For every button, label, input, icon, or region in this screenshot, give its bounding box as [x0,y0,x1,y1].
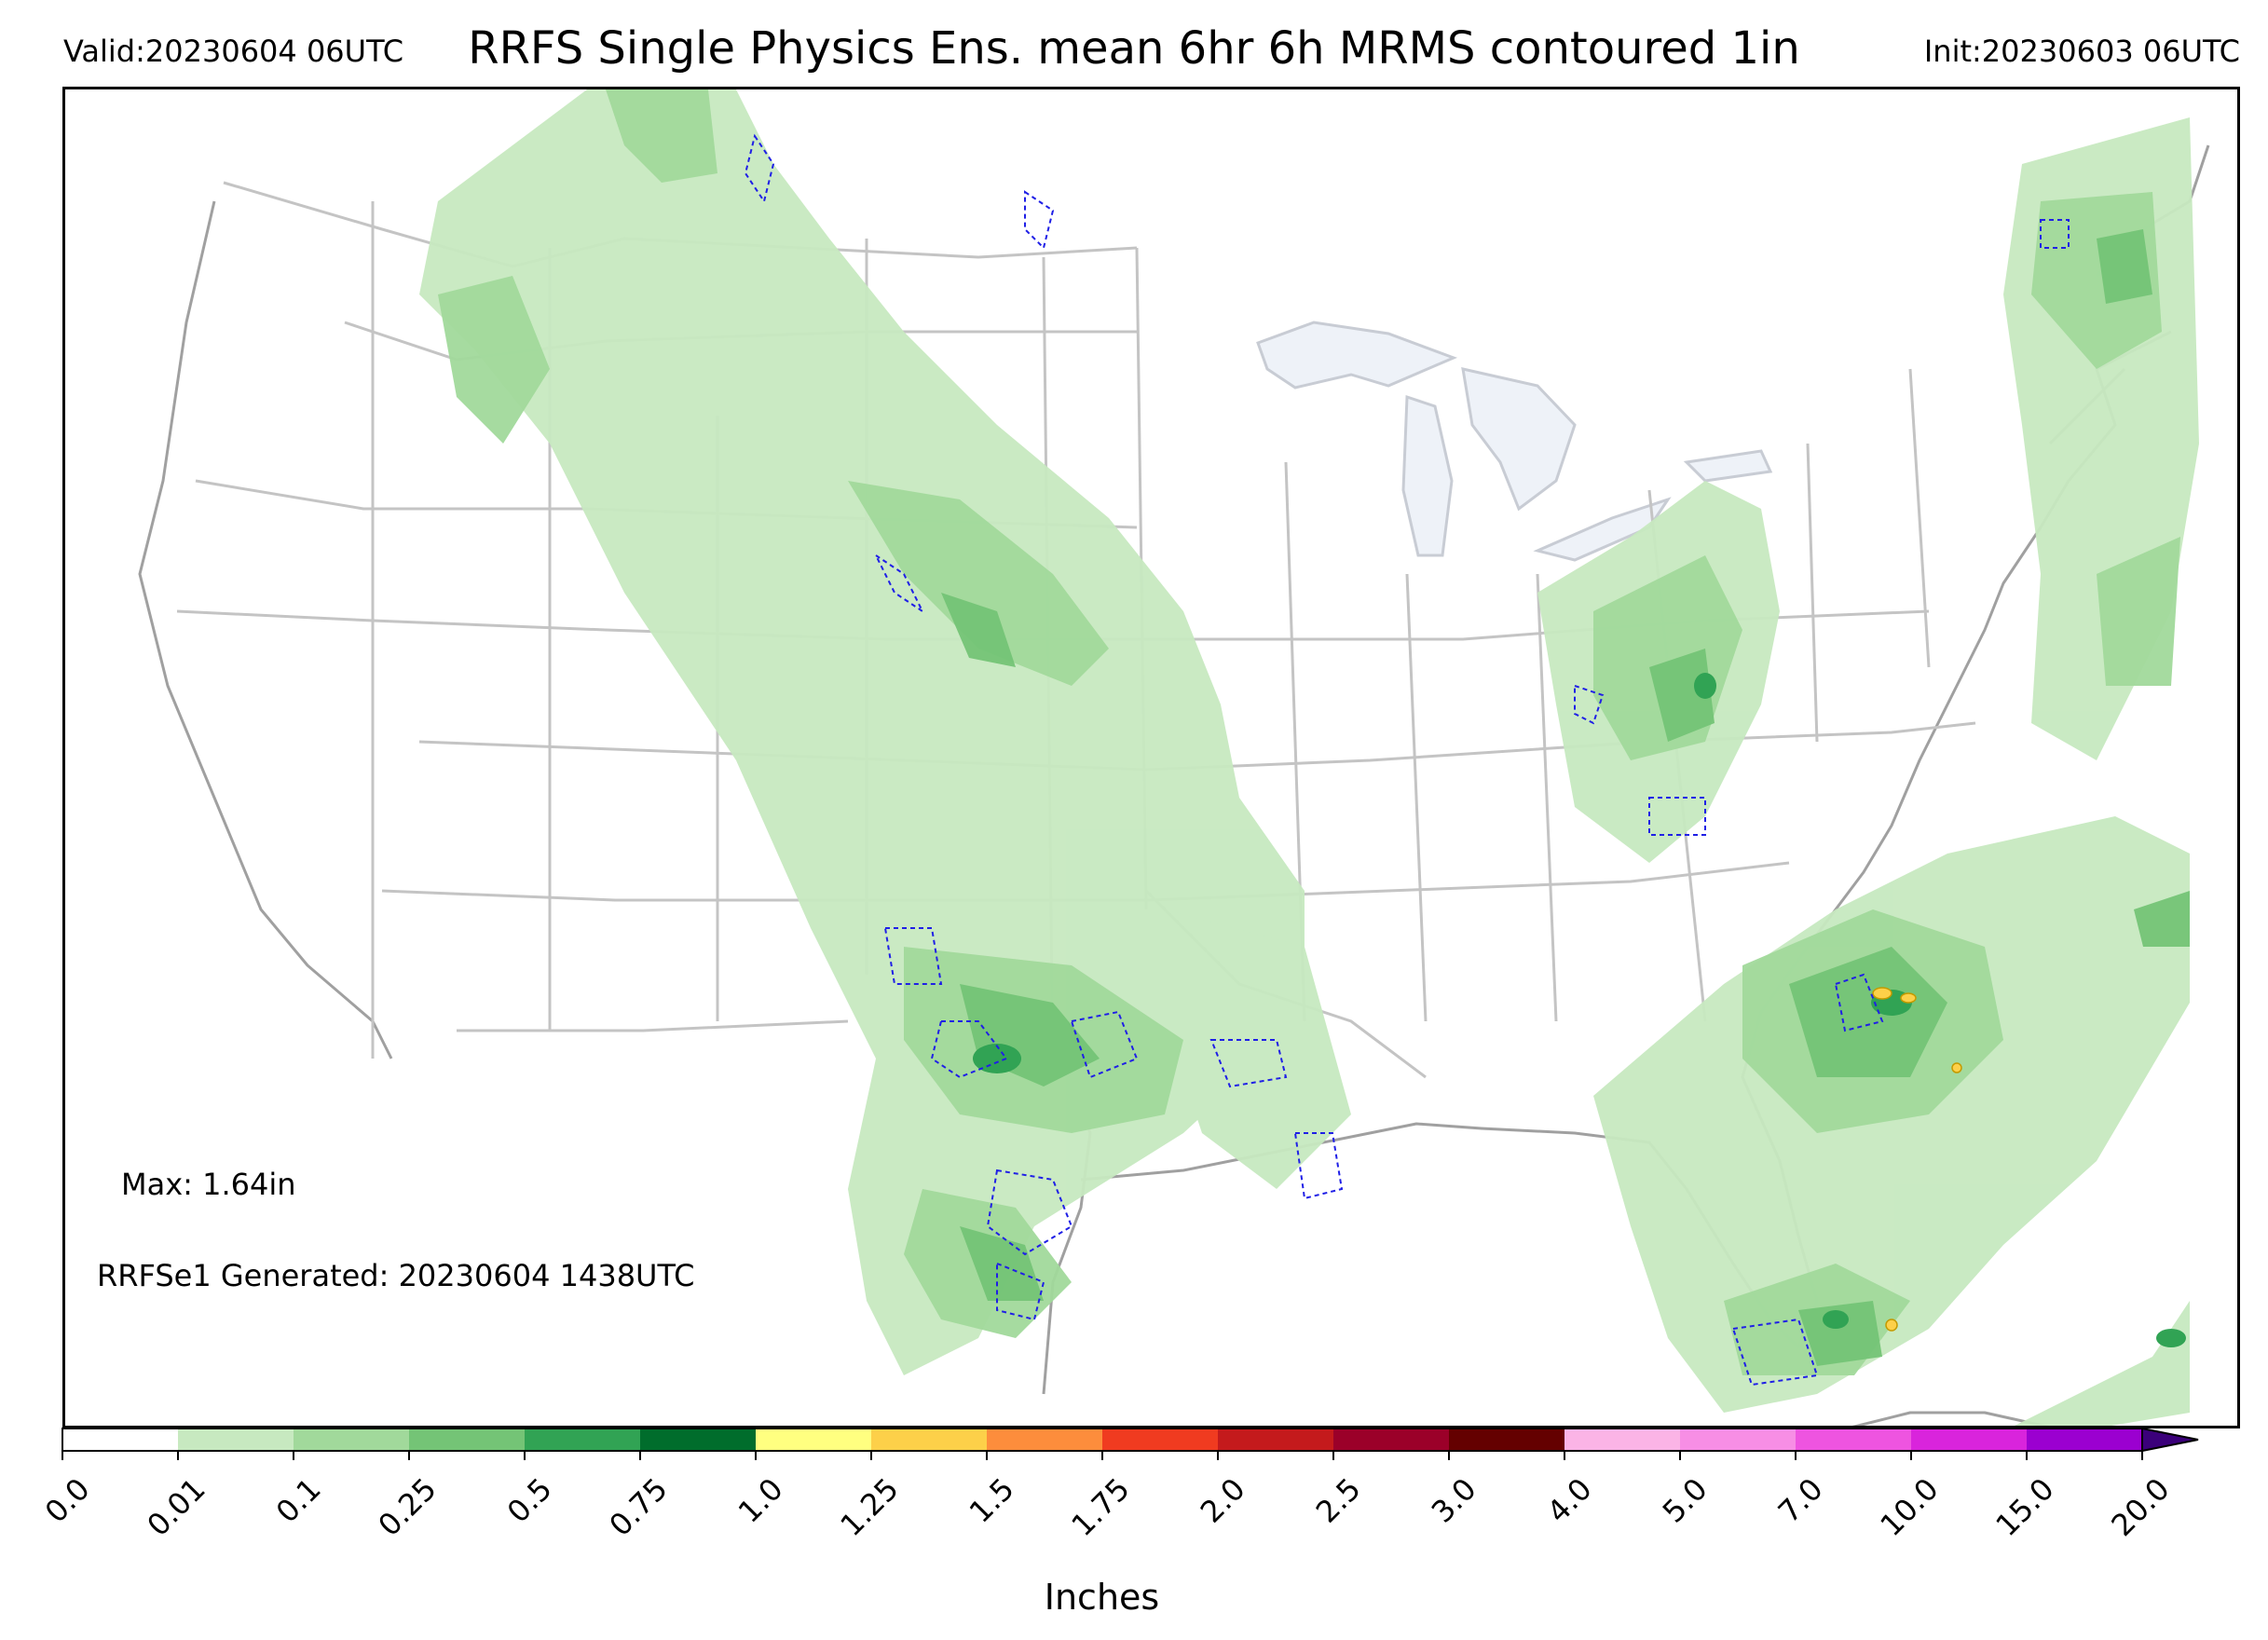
lake-superior [1256,321,1458,390]
colorbar-swatch [178,1428,294,1451]
colorbar-tick-label: 1.25 [833,1471,905,1543]
colorbar-outline [61,1428,2143,1452]
great-lakes [1256,321,1773,562]
init-time-label: Init:20230603 06UTC [1923,34,2240,69]
colorbar-tick-label: 10.0 [1873,1471,1945,1543]
colorbar-swatch [1449,1428,1564,1451]
colorbar-tick-label: 0.25 [371,1471,443,1543]
precip-light [419,89,2199,1426]
colorbar-tick-label: 20.0 [2104,1471,2176,1543]
colorbar-blocks [61,1427,2199,1453]
colorbar-tick-label: 1.75 [1064,1471,1136,1543]
colorbar-swatch [525,1428,640,1451]
colorbar-tick-label: 5.0 [1656,1471,1715,1530]
map-title: RRFS Single Physics Ens. mean 6hr 6h MRM… [468,22,1800,75]
mrms-contours [744,133,2070,1387]
colorbar-tick-label: 2.5 [1309,1471,1368,1530]
colorbar-swatch [987,1428,1102,1451]
colorbar-swatch [409,1428,525,1451]
colorbar-tick-label: 0.1 [269,1471,328,1530]
lake-ontario [1683,449,1773,483]
precipitation-map [62,87,2240,1428]
max-precip-note: Max: 1.64in [121,1167,296,1202]
colorbar-swatch [756,1428,871,1451]
colorbar-swatch [1218,1428,1333,1451]
colorbar-swatch [2027,1428,2142,1451]
colorbar-swatch [62,1428,178,1451]
lake-erie [1533,497,1672,562]
colorbar-swatch [1680,1428,1796,1451]
colorbar-extend-arrow [2141,1427,2199,1453]
colorbar-tick-label: 0.01 [140,1471,212,1543]
colorbar-tick-label: 2.0 [1194,1471,1252,1530]
colorbar-swatch [1564,1428,1680,1451]
lake-huron [1461,367,1577,512]
colorbar-tick-label: 15.0 [1988,1471,2060,1543]
valid-time-label: Valid:20230604 06UTC [63,34,404,69]
colorbar-tick-label: 0.5 [500,1471,559,1530]
colorbar-tick-label: 3.0 [1425,1471,1483,1530]
colorbar-tick-label: 0.0 [38,1471,97,1530]
colorbar-tick-label: 0.75 [602,1471,674,1543]
lake-michigan [1401,394,1454,557]
colorbar-swatch [871,1428,987,1451]
precip-peak-cells [1872,987,1962,1332]
colorbar-swatch [1102,1428,1218,1451]
colorbar-swatch [1796,1428,1911,1451]
colorbar-ticks: 0.0 0.01 0.1 0.25 0.5 0.75 1.0 1.25 1.5 1.75 2.0 2.… [38,1451,2177,1543]
colorbar-swatch [1911,1428,2027,1451]
colorbar-tick-label: 1.5 [963,1471,1021,1530]
colorbar-swatch [294,1428,409,1451]
colorbar-label: Inches [1044,1577,1160,1618]
colorbar-swatch [640,1428,756,1451]
colorbar-tick-label: 7.0 [1771,1471,1830,1530]
colorbar-tick-label: 1.0 [731,1471,790,1530]
colorbar-tick-label: 4.0 [1540,1471,1599,1530]
generated-time-note: RRFSe1 Generated: 20230604 1438UTC [97,1258,695,1293]
colorbar-swatch [1333,1428,1449,1451]
